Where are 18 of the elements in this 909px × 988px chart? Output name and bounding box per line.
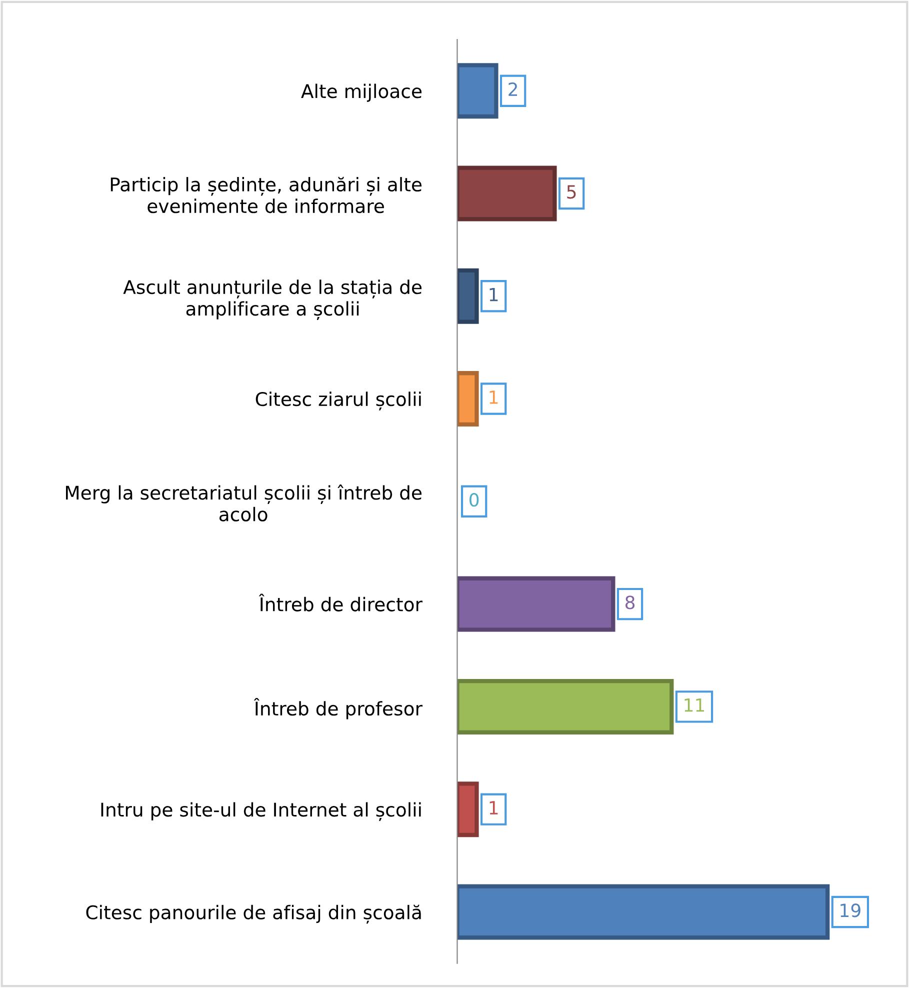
- y-tick-label: Alte mijloace: [301, 84, 422, 102]
- data-label: 1: [490, 390, 498, 404]
- data-label: 2: [508, 82, 517, 96]
- data-label: 1: [490, 288, 498, 302]
- y-tick-label: Ascult anunțurile de la stația de amplificare a școlii: [123, 280, 422, 320]
- y-tick-label: Intru pe site-ul de Internet al școlii: [101, 802, 421, 821]
- data-label: 11: [684, 698, 704, 712]
- data-label: 19: [840, 904, 860, 918]
- data-label: 0: [470, 492, 479, 507]
- y-tick-label: Citesc ziarul școlii: [256, 392, 421, 410]
- data-label: 5: [567, 185, 576, 199]
- y-tick-label: Citesc panourile de afisaj din școală: [86, 904, 421, 924]
- data-label: 8: [625, 596, 635, 610]
- y-tick-label: Întreb de profesor: [254, 698, 422, 720]
- y-tick-label: Întreb de director: [258, 594, 422, 612]
- y-tick-label: Particip la ședințe, adunări și alte evenimente de informare: [110, 176, 422, 214]
- y-tick-label: Merg la secretariatul școlii și întreb de acolo: [66, 484, 422, 522]
- data-label: 1: [490, 801, 498, 814]
